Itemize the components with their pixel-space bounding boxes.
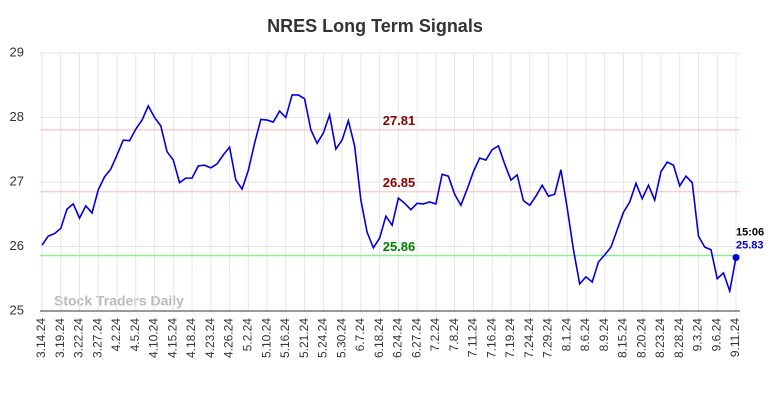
x-tick-label: 8.1.24 xyxy=(559,318,573,352)
x-tick-label: 4.10.24 xyxy=(147,318,161,358)
x-tick-label: 3.14.24 xyxy=(34,318,48,358)
x-tick-label: 5.16.24 xyxy=(278,318,292,358)
x-tick-label: 4.15.24 xyxy=(165,318,179,358)
x-tick-label: 9.6.24 xyxy=(709,318,723,352)
x-tick-label: 9.11.24 xyxy=(728,318,742,357)
last-point xyxy=(732,253,740,261)
last-value: 25.83 xyxy=(736,239,764,251)
x-tick-label: 7.11.24 xyxy=(466,318,480,357)
x-tick-label: 4.26.24 xyxy=(222,318,236,358)
x-tick-label: 8.20.24 xyxy=(634,318,648,358)
reference-label: 25.86 xyxy=(383,239,416,254)
x-tick-label: 5.21.24 xyxy=(297,318,311,358)
x-tick-label: 8.9.24 xyxy=(597,318,611,352)
x-tick-label: 6.18.24 xyxy=(372,318,386,358)
x-tick-label: 3.27.24 xyxy=(90,318,104,358)
x-tick-label: 8.15.24 xyxy=(616,318,630,358)
x-tick-label: 4.2.24 xyxy=(109,318,123,352)
x-tick-label: 3.19.24 xyxy=(53,318,67,358)
x-tick-label: 5.24.24 xyxy=(316,318,330,358)
x-tick-label: 6.7.24 xyxy=(353,318,367,352)
reference-label: 26.85 xyxy=(383,175,416,190)
x-tick-label: 9.3.24 xyxy=(691,318,705,352)
x-tick-label: 6.27.24 xyxy=(409,318,423,358)
x-tick-label: 7.2.24 xyxy=(428,318,442,352)
y-tick-label: 29 xyxy=(10,44,24,59)
x-tick-label: 8.28.24 xyxy=(672,318,686,358)
watermark: Stock Traders Daily xyxy=(54,293,184,309)
x-tick-label: 6.24.24 xyxy=(391,318,405,358)
chart-title: NRES Long Term Signals xyxy=(267,16,483,36)
x-tick-label: 7.19.24 xyxy=(503,318,517,358)
x-tick-label: 5.10.24 xyxy=(259,318,273,358)
y-tick-label: 27 xyxy=(10,173,24,188)
x-tick-label: 4.5.24 xyxy=(128,318,142,352)
last-time: 15:06 xyxy=(736,226,764,238)
x-tick-label: 4.23.24 xyxy=(203,318,217,358)
y-tick-label: 28 xyxy=(10,109,24,124)
x-tick-label: 8.6.24 xyxy=(578,318,592,352)
y-tick-label: 26 xyxy=(10,238,24,253)
reference-label: 27.81 xyxy=(383,113,416,128)
x-tick-label: 7.29.24 xyxy=(541,318,555,358)
x-tick-label: 7.8.24 xyxy=(447,318,461,352)
x-tick-label: 8.23.24 xyxy=(653,318,667,358)
x-tick-label: 5.30.24 xyxy=(334,318,348,358)
x-tick-label: 7.16.24 xyxy=(484,318,498,358)
y-tick-label: 25 xyxy=(10,302,24,317)
x-tick-label: 7.24.24 xyxy=(522,318,536,358)
price-line xyxy=(41,94,737,295)
x-tick-label: 4.18.24 xyxy=(184,318,198,358)
x-tick-label: 5.2.24 xyxy=(240,318,254,352)
x-tick-label: 3.22.24 xyxy=(72,318,86,358)
